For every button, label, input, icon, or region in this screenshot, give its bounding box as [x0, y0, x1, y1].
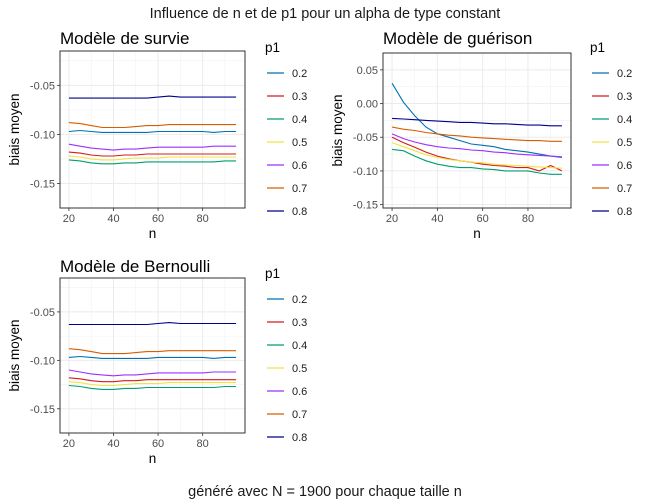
panel-1: Modèle de survie 20 40 60 80 -0.05 -0.10 -0.15 n…: [7, 29, 307, 241]
x-axis-label: n: [149, 451, 157, 466]
panel-border: [59, 50, 246, 209]
y-tick-label: -0.10: [30, 129, 55, 141]
y-axis-label: biais moyen: [7, 319, 22, 391]
x-tick-label: 20: [386, 213, 398, 225]
panel-3: Modèle de Bernoulli 20 40 60 80 -0.05 -0.10 -0.…: [7, 257, 307, 466]
legend-label-0.2: 0.2: [292, 68, 307, 80]
panels: Modèle de survie 20 40 60 80 -0.05 -0.10 -0.15 n…: [7, 29, 632, 466]
series-line-0.2: [68, 129, 237, 133]
legend-label-0.8: 0.8: [292, 206, 307, 218]
legend-label-0.2: 0.2: [617, 68, 632, 80]
legend-label-0.3: 0.3: [292, 91, 307, 103]
series-line-0.3: [391, 136, 563, 172]
y-tick-label: -0.05: [353, 132, 378, 144]
x-tick-label: 40: [107, 213, 119, 225]
y-axis-label: biais moyen: [7, 93, 22, 165]
legend-label-0.3: 0.3: [292, 317, 307, 329]
x-axis-label: n: [473, 226, 481, 241]
legend-label-0.7: 0.7: [292, 409, 307, 421]
series-line-0.6: [391, 133, 562, 158]
legend: p1 0.2 0.3 0.4 0.5 0.6 0.7 0.8: [590, 40, 632, 218]
y-tick-label: -0.15: [30, 404, 55, 416]
y-tick-label: -0.10: [353, 166, 378, 178]
legend-label-0.7: 0.7: [617, 183, 632, 195]
series-line-0.2: [68, 355, 237, 359]
figure-title: Influence de n et de p1 pour un alpha de…: [150, 6, 501, 22]
series-line-0.8: [68, 322, 237, 326]
series-line-0.8: [68, 95, 237, 99]
series-line-0.7: [68, 348, 237, 355]
y-tick-label: -0.15: [353, 200, 378, 212]
x-tick-label: 60: [152, 438, 164, 450]
series-line-0.8: [392, 117, 562, 127]
y-tick-label: -0.05: [30, 307, 55, 319]
legend-label-0.7: 0.7: [292, 183, 307, 195]
y-tick-label: -0.10: [30, 355, 55, 367]
panel-title: Modèle de survie: [60, 29, 189, 48]
series-line-0.2: [391, 83, 562, 159]
legend-label-0.4: 0.4: [617, 114, 632, 126]
legend-label-0.3: 0.3: [617, 91, 632, 103]
series-line-0.5: [68, 381, 237, 387]
legend-label-0.4: 0.4: [292, 114, 307, 126]
series-line-0.4: [392, 148, 562, 175]
x-tick-label: 80: [197, 438, 209, 450]
legend-label-0.5: 0.5: [292, 137, 307, 149]
panel-2: Modèle de guérison 20 40 60 80 0.05 0.00 -0.05 -…: [330, 29, 632, 241]
series-line-0.4: [68, 384, 237, 390]
x-tick-label: 40: [107, 438, 119, 450]
y-tick-label: -0.15: [30, 178, 55, 190]
legend-label-0.8: 0.8: [617, 206, 632, 218]
legend-label-0.2: 0.2: [292, 294, 307, 306]
y-tick-label: -0.05: [30, 80, 55, 92]
panel-title: Modèle de guérison: [383, 29, 532, 48]
series-line-0.3: [68, 151, 237, 157]
x-axis-label: n: [149, 226, 157, 241]
figure-caption: généré avec N = 1900 pour chaque taille …: [188, 484, 462, 500]
legend-label-0.4: 0.4: [292, 340, 307, 352]
x-tick-label: 20: [63, 438, 75, 450]
series-line-0.6: [68, 143, 237, 151]
y-tick-label: 0.00: [357, 99, 378, 111]
series-line-0.5: [391, 142, 562, 169]
legend-title: p1: [265, 40, 280, 55]
panel-border: [59, 277, 246, 434]
legend-label-0.6: 0.6: [292, 386, 307, 398]
x-tick-label: 80: [197, 213, 209, 225]
legend-title: p1: [265, 266, 280, 281]
x-tick-label: 40: [431, 213, 443, 225]
panel-border: [382, 52, 572, 209]
y-axis-label: biais moyen: [330, 94, 345, 166]
series-line-0.6: [68, 369, 237, 377]
x-tick-label: 80: [522, 213, 534, 225]
panel-title: Modèle de Bernoulli: [60, 257, 210, 276]
legend: p1 0.2 0.3 0.4 0.5 0.6 0.7 0.8: [265, 266, 307, 444]
legend-label-0.5: 0.5: [617, 137, 632, 149]
series-line-0.7: [391, 126, 562, 142]
series-line-0.4: [68, 159, 237, 165]
x-tick-label: 60: [152, 213, 164, 225]
legend-title: p1: [590, 40, 605, 55]
legend-label-0.6: 0.6: [617, 160, 632, 172]
legend-label-0.8: 0.8: [292, 432, 307, 444]
legend-label-0.6: 0.6: [292, 160, 307, 172]
legend-label-0.5: 0.5: [292, 363, 307, 375]
series-line-0.5: [68, 155, 237, 161]
series-line-0.7: [68, 122, 237, 129]
y-tick-label: 0.05: [357, 65, 378, 77]
x-tick-label: 60: [477, 213, 489, 225]
series-line-0.3: [68, 377, 237, 383]
x-tick-label: 20: [63, 213, 75, 225]
legend: p1 0.2 0.3 0.4 0.5 0.6 0.7 0.8: [265, 40, 307, 218]
